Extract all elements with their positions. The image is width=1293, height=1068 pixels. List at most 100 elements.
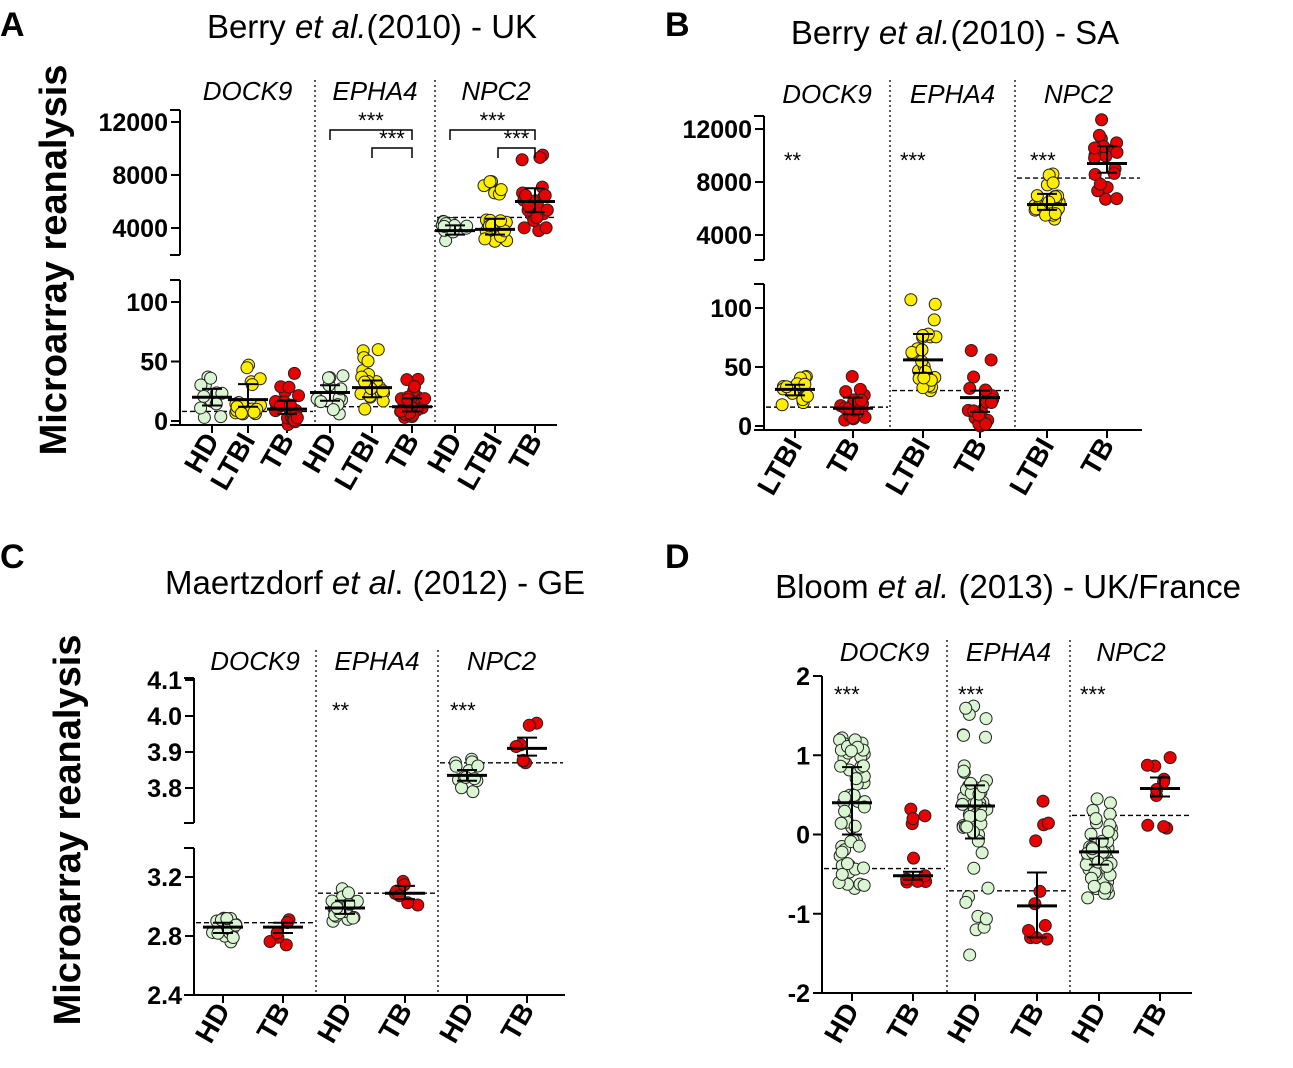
data-point	[1163, 751, 1177, 765]
data-point	[918, 809, 932, 823]
significance-bracket	[329, 129, 413, 140]
y-tick-label: 0	[796, 822, 810, 850]
data-point	[906, 812, 920, 826]
data-point	[835, 845, 849, 859]
significance-label: ***	[480, 108, 506, 133]
data-point	[857, 878, 871, 892]
y-axis-label-bottom: Microarray reanalysis	[47, 635, 89, 1026]
data-point	[844, 744, 858, 758]
title-part: et al.	[879, 14, 951, 51]
group-epha4-hd	[955, 699, 995, 962]
y-tick-label: 0	[738, 413, 752, 441]
data-point	[854, 393, 868, 407]
data-point	[1103, 807, 1117, 821]
data-point	[1040, 932, 1054, 946]
data-point	[979, 730, 993, 744]
gene-label-npc2: NPC2	[1096, 637, 1166, 667]
data-point	[984, 353, 998, 367]
data-point	[361, 354, 375, 368]
title-part: . (2012) - GE	[394, 564, 585, 601]
data-point	[1103, 796, 1117, 810]
data-point	[1028, 897, 1042, 911]
x-tick-label: HD	[189, 998, 236, 1049]
data-point	[326, 403, 340, 417]
data-point	[371, 343, 385, 357]
data-point	[1157, 820, 1171, 834]
y-axis-label-top: Microarray reanalysis	[33, 65, 75, 456]
group-npc2-tb	[507, 716, 547, 770]
data-point	[967, 861, 981, 875]
x-tick-label: TB	[251, 998, 297, 1046]
x-tick-label: TB	[1075, 433, 1121, 481]
data-point	[1110, 145, 1124, 159]
y-tick-label: 3.2	[147, 864, 182, 892]
data-point	[234, 406, 248, 420]
y-tick-label: 12000	[682, 116, 752, 144]
data-point	[1087, 879, 1101, 893]
gene-label-npc2: NPC2	[1044, 79, 1114, 109]
title-part: Maertzdorf	[165, 564, 332, 601]
group-npc2-hd	[447, 752, 487, 799]
data-point	[780, 380, 794, 394]
x-tick-label: TB	[881, 998, 927, 1046]
data-point	[959, 701, 973, 715]
data-point	[240, 361, 254, 375]
data-point	[346, 911, 360, 925]
data-point	[960, 820, 974, 834]
data-point	[519, 189, 533, 203]
data-point	[214, 410, 228, 424]
gene-label-epha4: EPHA4	[966, 637, 1051, 667]
data-point	[483, 175, 497, 189]
y-tick-label: 50	[140, 349, 168, 377]
group-dock9-tb	[893, 802, 933, 889]
gene-label-epha4: EPHA4	[910, 79, 995, 109]
y-tick-label: 4000	[112, 215, 168, 243]
data-point	[1038, 919, 1052, 933]
title-part: Bloom	[775, 568, 878, 605]
group-npc2-tb	[515, 148, 555, 238]
data-point	[1092, 128, 1106, 142]
data-point	[494, 183, 508, 197]
gene-label-epha4: EPHA4	[334, 646, 419, 676]
gene-label-dock9: DOCK9	[210, 646, 300, 676]
group-dock9-hd	[203, 911, 243, 949]
significance-label: ***	[504, 126, 530, 151]
data-point	[530, 211, 544, 225]
group-npc2-ltbi	[475, 175, 515, 248]
x-tick-label: LTBI	[751, 433, 808, 501]
data-point	[1030, 189, 1044, 203]
y-tick-label: 1	[796, 742, 810, 770]
group-epha4-tb	[392, 372, 432, 424]
data-point	[845, 369, 859, 383]
data-point	[471, 759, 485, 773]
data-point	[979, 712, 993, 726]
panel-title: Maertzdorf et al. (2012) - GE	[165, 564, 585, 601]
x-tick-label: LTBI	[451, 428, 508, 496]
data-point	[981, 881, 995, 895]
data-point	[840, 857, 854, 871]
data-point	[1036, 794, 1050, 808]
group-npc2-tb	[1087, 113, 1127, 206]
data-point	[1089, 812, 1103, 826]
data-point	[1100, 859, 1114, 873]
data-point	[1140, 758, 1154, 772]
significance-label: ***	[958, 682, 984, 707]
y-tick-label: 100	[126, 289, 168, 317]
data-point	[956, 797, 970, 811]
y-tick-label: -2	[788, 980, 810, 1008]
data-point	[522, 718, 536, 732]
y-tick-label: 4.1	[147, 667, 182, 695]
gene-label-npc2: NPC2	[467, 646, 537, 676]
significance-label: ***	[834, 682, 860, 707]
data-point	[1110, 192, 1124, 206]
title-part: Berry	[207, 8, 295, 45]
data-point	[322, 371, 336, 385]
group-epha4-ltbi	[352, 343, 392, 416]
data-point	[204, 371, 218, 385]
data-point	[1046, 176, 1060, 190]
panel-title: Berry et al.(2010) - SA	[791, 14, 1119, 51]
data-point	[509, 739, 523, 753]
data-point	[928, 297, 942, 311]
panel-title: Bloom et al. (2013) - UK/France	[775, 568, 1241, 605]
data-point	[292, 389, 306, 403]
